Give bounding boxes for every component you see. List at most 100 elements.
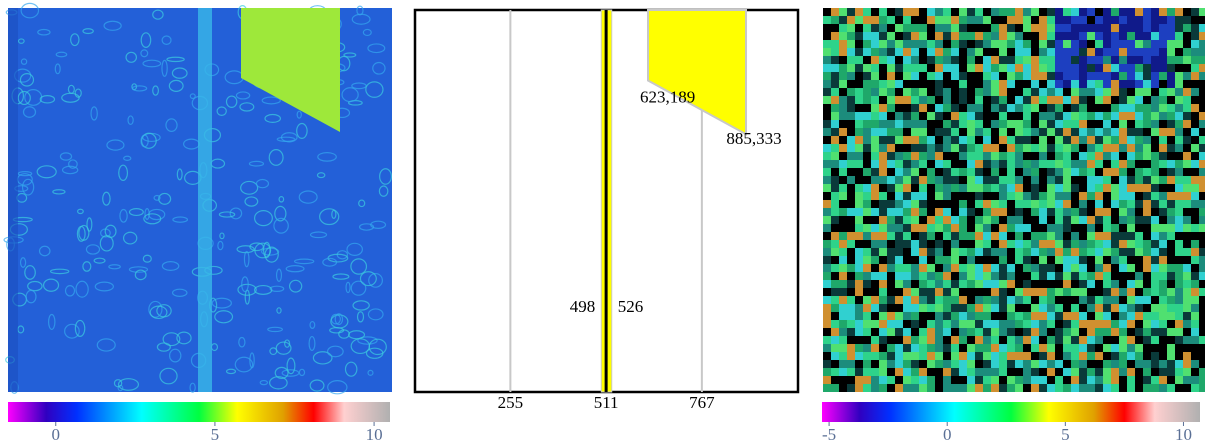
noise-cell	[1135, 56, 1143, 64]
noise-cell	[1047, 104, 1055, 112]
noise-cell	[919, 104, 927, 112]
noise-cell	[975, 360, 983, 368]
noise-cell	[823, 296, 831, 304]
noise-cell	[1055, 264, 1063, 272]
noise-cell	[935, 16, 943, 24]
noise-cell	[959, 136, 967, 144]
noise-cell	[1039, 24, 1047, 32]
noise-cell	[1079, 176, 1087, 184]
noise-cell	[943, 304, 951, 312]
noise-cell	[831, 312, 839, 320]
noise-cell	[927, 368, 935, 376]
noise-cell	[1119, 72, 1127, 80]
noise-cell	[1015, 264, 1023, 272]
noise-cell	[887, 352, 895, 360]
noise-cell	[1127, 224, 1135, 232]
noise-cell	[1151, 200, 1159, 208]
noise-cell	[1119, 384, 1127, 392]
noise-cell	[959, 216, 967, 224]
noise-cell	[823, 64, 831, 72]
noise-cell	[1159, 152, 1167, 160]
noise-cell	[1055, 8, 1063, 16]
noise-cell	[927, 272, 935, 280]
noise-cell	[919, 120, 927, 128]
noise-cell	[887, 248, 895, 256]
noise-cell	[967, 264, 975, 272]
noise-cell	[999, 248, 1007, 256]
noise-cell	[1071, 40, 1079, 48]
noise-cell	[1039, 64, 1047, 72]
noise-cell	[879, 64, 887, 72]
noise-cell	[983, 264, 991, 272]
noise-cell	[1023, 120, 1031, 128]
noise-cell	[1071, 72, 1079, 80]
noise-cell	[935, 296, 943, 304]
noise-cell	[871, 88, 879, 96]
noise-cell	[1039, 176, 1047, 184]
noise-cell	[983, 104, 991, 112]
noise-cell	[895, 152, 903, 160]
noise-cell	[1135, 224, 1143, 232]
noise-cell	[831, 152, 839, 160]
noise-cell	[847, 208, 855, 216]
noise-cell	[1183, 64, 1191, 72]
noise-cell	[1063, 336, 1071, 344]
noise-cell	[919, 192, 927, 200]
noise-cell	[1175, 216, 1183, 224]
noise-cell	[1143, 24, 1151, 32]
noise-cell	[871, 40, 879, 48]
noise-cell	[959, 312, 967, 320]
noise-cell	[831, 328, 839, 336]
noise-cell	[1007, 88, 1015, 96]
noise-cell	[823, 376, 831, 384]
noise-cell	[1039, 104, 1047, 112]
noise-cell	[1015, 88, 1023, 96]
noise-cell	[1071, 24, 1079, 32]
noise-cell	[1007, 328, 1015, 336]
noise-cell	[1047, 144, 1055, 152]
noise-cell	[1095, 96, 1103, 104]
noise-cell	[1103, 352, 1111, 360]
noise-cell	[1103, 264, 1111, 272]
noise-cell	[1079, 248, 1087, 256]
noise-cell	[911, 312, 919, 320]
noise-cell	[871, 320, 879, 328]
noise-cell	[1151, 240, 1159, 248]
noise-cell	[1071, 144, 1079, 152]
noise-cell	[991, 368, 999, 376]
noise-cell	[847, 232, 855, 240]
noise-cell	[1063, 360, 1071, 368]
noise-cell	[1191, 280, 1199, 288]
noise-cell	[1007, 40, 1015, 48]
noise-cell	[871, 328, 879, 336]
noise-cell	[999, 336, 1007, 344]
noise-cell	[967, 328, 975, 336]
noise-cell	[1103, 376, 1111, 384]
noise-cell	[943, 184, 951, 192]
noise-cell	[871, 96, 879, 104]
noise-cell	[943, 112, 951, 120]
noise-cell	[999, 72, 1007, 80]
noise-cell	[1135, 256, 1143, 264]
noise-cell	[1063, 272, 1071, 280]
noise-cell	[1039, 136, 1047, 144]
noise-cell	[1103, 120, 1111, 128]
noise-cell	[1039, 200, 1047, 208]
noise-cell	[863, 48, 871, 56]
noise-cell	[1159, 184, 1167, 192]
noise-cell	[1047, 328, 1055, 336]
noise-cell	[1031, 152, 1039, 160]
noise-cell	[1199, 280, 1205, 288]
noise-cell	[823, 336, 831, 344]
noise-cell	[951, 224, 959, 232]
noise-cell	[863, 288, 871, 296]
noise-cell	[935, 264, 943, 272]
noise-cell	[1055, 136, 1063, 144]
noise-cell	[823, 152, 831, 160]
noise-cell	[1087, 264, 1095, 272]
noise-cell	[1095, 192, 1103, 200]
noise-cell	[1175, 296, 1183, 304]
noise-cell	[991, 256, 999, 264]
noise-cell	[1191, 288, 1199, 296]
noise-cell	[831, 112, 839, 120]
